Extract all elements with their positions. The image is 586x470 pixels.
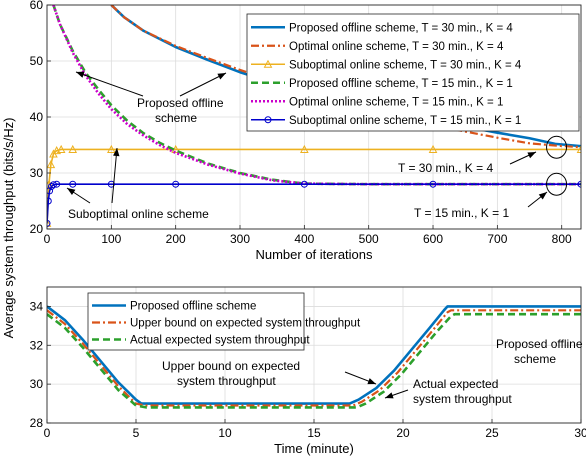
legend-box (246, 13, 580, 132)
annotation-arrowhead (76, 71, 85, 78)
y-tick-label: 28 (30, 416, 44, 430)
series-marker-2 (428, 144, 438, 153)
y-tick-label: 20 (30, 222, 44, 236)
series-line-1 (47, 309, 581, 407)
bottom-chart-panel: 0 5 10 15 20 25 30 28 30 32 34 Time (minute) Propose… (30, 286, 586, 456)
y-tick-label: 30 (30, 166, 44, 180)
x-tick-label: 5 (133, 426, 140, 440)
series-marker-5 (49, 181, 57, 189)
series-marker-5 (69, 180, 77, 188)
legend-label-0: Proposed offline scheme (130, 301, 256, 313)
legend-label-3: Proposed offline scheme, T = 15 min., K … (289, 78, 513, 90)
annotation-text: Proposed offline (496, 337, 583, 351)
x-tick-label: 100 (101, 232, 121, 246)
x-tick-label: 700 (487, 232, 507, 246)
y-tick-label: 30 (30, 377, 44, 391)
x-tick-label: 0 (44, 426, 51, 440)
series-marker-5 (429, 180, 437, 188)
annotation-ellipse (546, 172, 568, 196)
x-tick-label: 300 (230, 232, 250, 246)
annotation-text: Proposed offline (137, 96, 224, 110)
y-tick-label: 50 (30, 54, 44, 68)
series-marker-5 (47, 219, 51, 227)
series-line-3 (52, 5, 581, 186)
legend-label-2: Actual expected system throughput (130, 335, 310, 347)
x-tick-label: 400 (294, 232, 314, 246)
series-marker-2 (56, 144, 66, 153)
y-tick-label: 32 (30, 338, 44, 352)
annotation-arrowhead (538, 192, 547, 200)
annotation-text: system throughput (413, 392, 512, 406)
annotation-arrow (75, 71, 144, 97)
series-marker-2 (68, 144, 78, 153)
x-tick-label: 600 (423, 232, 443, 246)
legend-label-1: Upper bound on expected system throughpu… (130, 318, 361, 330)
annotation-arrowhead (385, 392, 394, 399)
annotation-text: Suboptimal online scheme (68, 207, 209, 221)
x-tick-label: 500 (359, 232, 379, 246)
annotation-arrow (111, 147, 118, 204)
annotation-text: T = 30 min., K = 4 (398, 161, 493, 175)
series-marker-5 (577, 180, 581, 188)
series-marker-5 (53, 180, 61, 188)
legend-label-1: Optimal online scheme, T = 30 min., K = … (289, 41, 504, 53)
legend-label-4: Optimal online scheme, T = 15 min., K = … (289, 96, 503, 108)
x-axis-label: Number of iterations (255, 247, 373, 262)
annotation-text: Actual expected (413, 377, 498, 391)
annotation-ellipse (546, 135, 568, 159)
x-tick-label: 15 (307, 426, 321, 440)
series-marker-2 (107, 144, 116, 153)
annotation-arrowhead (527, 152, 536, 159)
x-tick-label: 0 (44, 232, 51, 246)
legend-label-0: Proposed offline scheme, T = 30 min., K … (289, 22, 513, 34)
y-tick-label: 60 (30, 0, 44, 12)
annotation-text: scheme (155, 111, 197, 125)
y-tick-label: 34 (30, 299, 44, 313)
annotation-text: scheme (514, 352, 556, 366)
series-marker-5 (47, 197, 52, 205)
series-marker-5 (107, 180, 115, 188)
series-marker-2 (576, 144, 581, 153)
annotation-text: system throughput (177, 374, 276, 388)
series-marker-5 (172, 180, 180, 188)
y-tick-label: 40 (30, 110, 44, 124)
legend-marker-2 (263, 59, 273, 68)
annotation-text: Upper bound on expected (162, 359, 300, 373)
series-marker-5 (300, 180, 308, 188)
x-tick-label: 800 (552, 232, 572, 246)
series-line-2 (47, 312, 581, 409)
shared-y-axis-label: Average system throughput (bits/s/Hz) (1, 118, 16, 339)
x-axis-label: Time (minute) (274, 441, 354, 456)
legend-label-5: Suboptimal online scheme, T = 15 min., K… (289, 115, 521, 127)
annotation-arrowhead (217, 73, 226, 80)
series-marker-2 (47, 160, 56, 169)
annotation-arrowhead (113, 148, 120, 157)
x-tick-label: 25 (485, 426, 499, 440)
series-marker-5 (47, 187, 54, 195)
x-tick-label: 30 (574, 426, 586, 440)
annotation-arrow (179, 72, 227, 97)
legend-label-2: Suboptimal online scheme, T = 30 min., K… (289, 59, 522, 71)
series-line-5 (47, 183, 581, 224)
x-tick-label: 10 (218, 426, 232, 440)
annotation-arrowhead (67, 188, 76, 196)
series-marker-2 (300, 144, 309, 153)
series-marker-2 (47, 218, 52, 227)
annotation-text: T = 15 min., K = 1 (414, 206, 509, 220)
series-line-4 (52, 5, 581, 186)
x-tick-label: 20 (396, 426, 410, 440)
annotation-arrowhead (367, 378, 376, 385)
legend-marker-5 (264, 116, 272, 124)
x-tick-label: 200 (166, 232, 186, 246)
top-chart-panel: 0 100 200 300 400 500 600 700 800 20 30 40 50 60 Numbe… (30, 0, 582, 262)
